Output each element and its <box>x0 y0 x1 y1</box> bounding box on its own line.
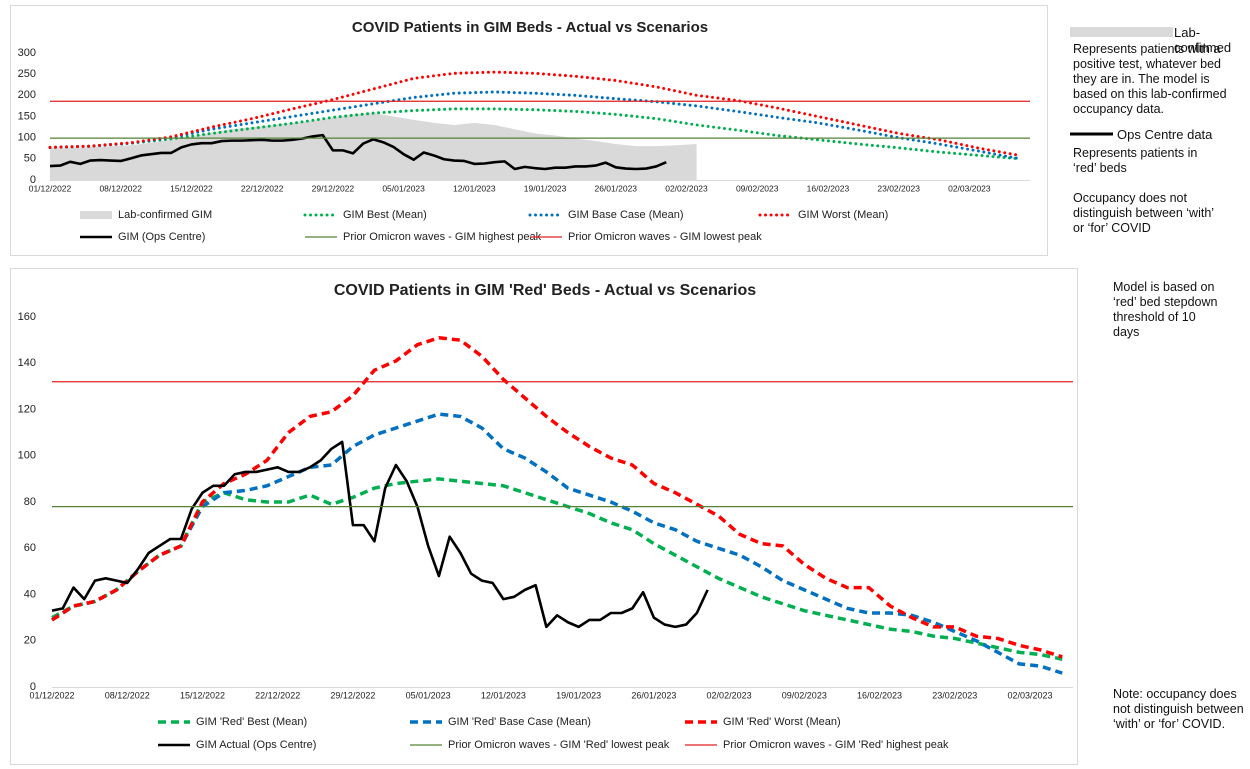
y-tick-label: 40 <box>24 588 36 600</box>
y-tick-label: 160 <box>18 311 36 323</box>
x-tick-label: 12/01/2023 <box>453 183 496 193</box>
legend-swatch <box>80 211 112 219</box>
note-label: Lab-confirmed <box>1174 25 1232 55</box>
chart-title: COVID Patients in GIM Beds - Actual vs S… <box>352 19 708 36</box>
x-tick-label: 02/02/2023 <box>665 183 708 193</box>
x-tick-label: 26/01/2023 <box>594 183 637 193</box>
x-tick-label: 01/12/2022 <box>29 690 74 700</box>
series-line <box>48 70 1022 157</box>
legend-label: Lab-confirmed GIM <box>118 209 212 221</box>
area <box>50 113 697 180</box>
legend-label: GIM 'Red' Base Case (Mean) <box>448 716 591 728</box>
legend-label: GIM 'Red' Worst (Mean) <box>723 716 841 728</box>
legend-label: GIM Base Case (Mean) <box>568 209 684 221</box>
y-tick-label: 80 <box>24 496 36 508</box>
series-line <box>51 477 1063 661</box>
x-tick-label: 15/12/2022 <box>170 183 213 193</box>
x-tick-label: 23/02/2023 <box>877 183 920 193</box>
x-tick-label: 01/12/2022 <box>29 183 72 193</box>
x-tick-label: 08/12/2022 <box>99 183 142 193</box>
y-tick-label: 100 <box>18 132 36 144</box>
chart-frame <box>10 268 1078 765</box>
note-label: Ops Centre data <box>1117 127 1213 142</box>
x-tick-label: 08/12/2022 <box>105 690 150 700</box>
note-text: Occupancy does not distinguish between ‘… <box>1073 191 1214 235</box>
x-tick-label: 22/12/2022 <box>241 183 284 193</box>
x-tick-label: 05/01/2023 <box>406 690 451 700</box>
x-tick-label: 19/01/2023 <box>556 690 601 700</box>
y-tick-label: 0 <box>30 174 36 186</box>
series-line <box>51 440 709 629</box>
x-tick-label: 05/01/2023 <box>382 183 425 193</box>
x-tick-label: 19/01/2023 <box>524 183 567 193</box>
note-text: Note: occupancy does not distinguish bet… <box>1113 687 1244 731</box>
x-tick-label: 29/12/2022 <box>312 183 355 193</box>
y-tick-label: 150 <box>18 110 36 122</box>
y-tick-label: 140 <box>18 357 36 369</box>
y-tick-label: 100 <box>18 450 36 462</box>
x-tick-label: 22/12/2022 <box>255 690 300 700</box>
x-tick-label: 02/03/2023 <box>948 183 991 193</box>
legend-label: GIM Actual (Ops Centre) <box>196 739 316 751</box>
x-tick-label: 26/01/2023 <box>631 690 676 700</box>
y-tick-label: 200 <box>18 89 36 101</box>
note-text: Represents patients in ‘red’ beds <box>1073 146 1198 175</box>
legend-label: GIM Best (Mean) <box>343 209 427 221</box>
legend-label: Prior Omicron waves - GIM lowest peak <box>568 231 762 243</box>
legend-label: GIM Worst (Mean) <box>798 209 888 221</box>
y-tick-label: 300 <box>18 47 36 59</box>
x-tick-label: 16/02/2023 <box>857 690 902 700</box>
x-tick-label: 23/02/2023 <box>932 690 977 700</box>
x-tick-label: 09/02/2023 <box>736 183 779 193</box>
y-tick-label: 120 <box>18 403 36 415</box>
note-text: Represents patients with a positive test… <box>1073 42 1227 116</box>
legend-label: GIM (Ops Centre) <box>118 231 205 243</box>
legend-swatch <box>1070 27 1173 37</box>
y-tick-label: 20 <box>24 635 36 647</box>
y-tick-label: 50 <box>24 153 36 165</box>
series-line <box>51 412 1063 675</box>
chart-title: COVID Patients in GIM 'Red' Beds - Actua… <box>334 282 756 299</box>
x-tick-label: 02/03/2023 <box>1007 690 1052 700</box>
series-line <box>49 133 667 171</box>
x-tick-label: 16/02/2023 <box>807 183 850 193</box>
legend-label: Prior Omicron waves - GIM 'Red' highest … <box>723 739 949 751</box>
x-tick-label: 02/02/2023 <box>707 690 752 700</box>
series-line <box>48 90 1022 161</box>
chart-frame <box>10 5 1048 256</box>
y-tick-label: 60 <box>24 542 36 554</box>
x-tick-label: 29/12/2022 <box>330 690 375 700</box>
x-tick-label: 09/02/2023 <box>782 690 827 700</box>
x-tick-label: 12/01/2023 <box>481 690 526 700</box>
note-text: Model is based on ‘red’ bed stepdown thr… <box>1113 280 1218 339</box>
legend-label: Prior Omicron waves - GIM highest peak <box>343 231 542 243</box>
y-tick-label: 0 <box>30 681 36 693</box>
legend-label: Prior Omicron waves - GIM 'Red' lowest p… <box>448 739 670 751</box>
y-tick-label: 250 <box>18 68 36 80</box>
legend-label: GIM 'Red' Best (Mean) <box>196 716 307 728</box>
x-tick-label: 15/12/2022 <box>180 690 225 700</box>
